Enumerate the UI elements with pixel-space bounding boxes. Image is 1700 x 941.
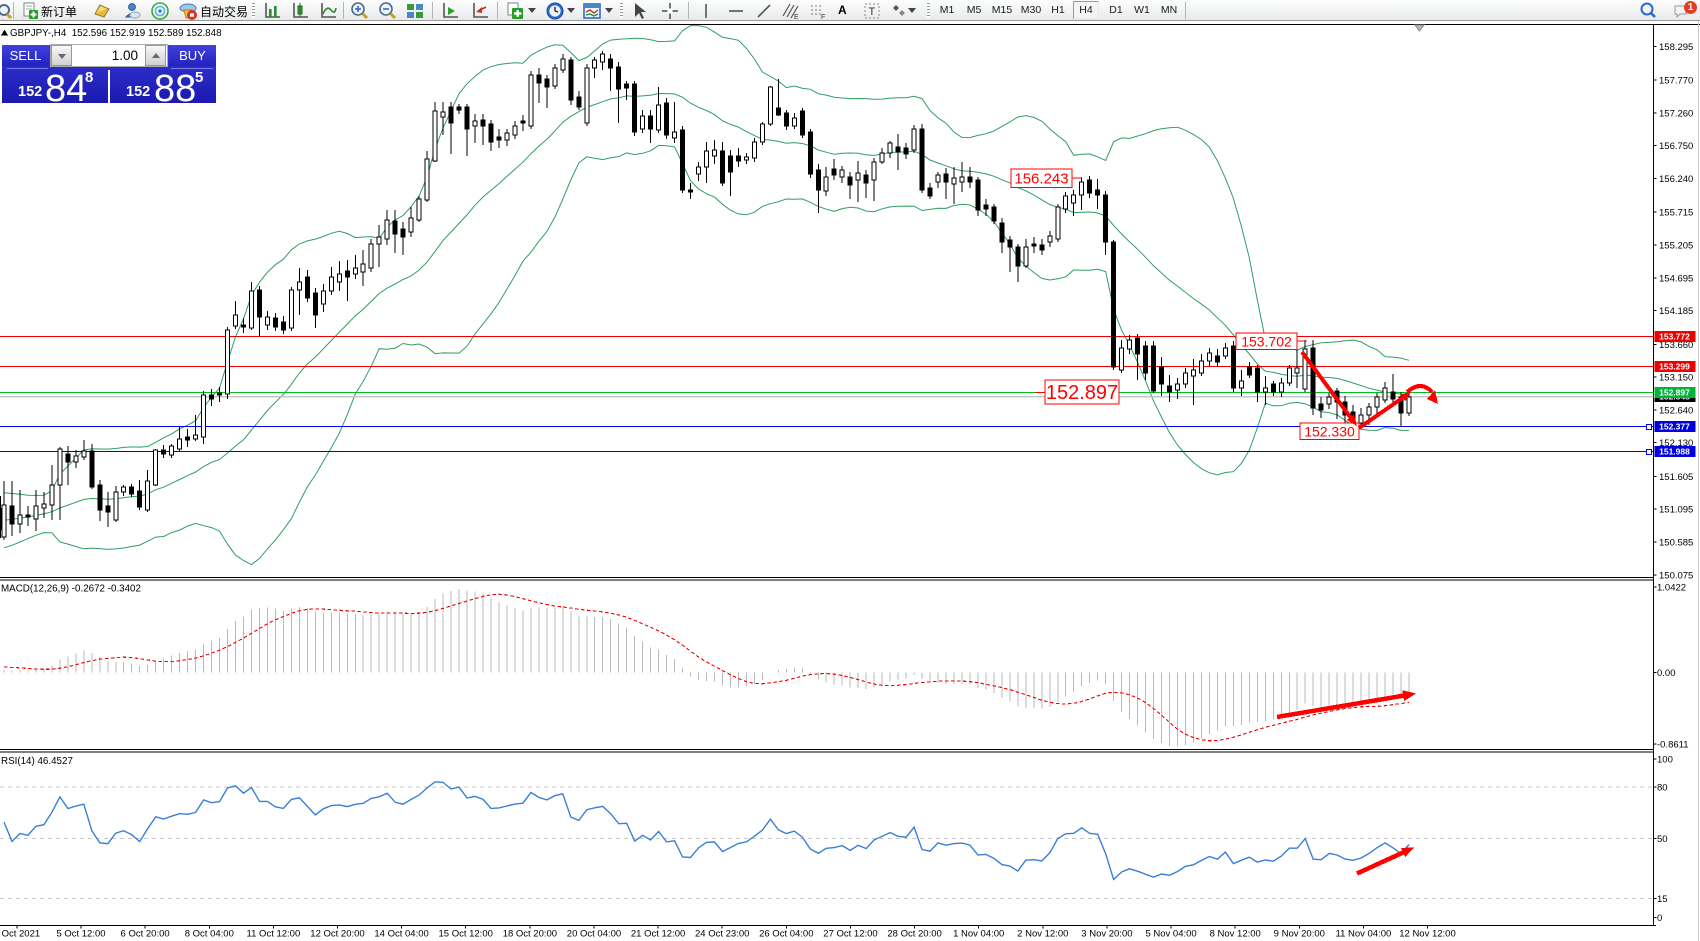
svg-text:9 Nov 20:00: 9 Nov 20:00 — [1274, 929, 1325, 940]
svg-text:2 Nov 12:00: 2 Nov 12:00 — [1017, 929, 1068, 940]
svg-text:154.695: 154.695 — [1659, 273, 1693, 284]
svg-text:153.150: 153.150 — [1659, 373, 1693, 384]
svg-text:152.897: 152.897 — [1046, 382, 1118, 404]
svg-text:150.585: 150.585 — [1659, 538, 1693, 549]
svg-text:1 Oct 2021: 1 Oct 2021 — [0, 929, 40, 940]
svg-text:50: 50 — [1657, 834, 1668, 845]
svg-text:F: F — [821, 14, 825, 21]
svg-text:6 Oct 20:00: 6 Oct 20:00 — [121, 929, 170, 940]
svg-text:T: T — [869, 6, 876, 18]
svg-text:3 Nov 20:00: 3 Nov 20:00 — [1081, 929, 1132, 940]
svg-text:156.240: 156.240 — [1659, 174, 1693, 185]
svg-text:15: 15 — [1657, 894, 1668, 905]
svg-text:158.295: 158.295 — [1659, 42, 1693, 53]
svg-text:153.772: 153.772 — [1659, 332, 1690, 342]
svg-text:156.750: 156.750 — [1659, 141, 1693, 152]
svg-text:MACD(12,26,9) -0.2672 -0.3402: MACD(12,26,9) -0.2672 -0.3402 — [1, 584, 141, 595]
svg-text:151.988: 151.988 — [1659, 447, 1690, 457]
svg-text:RSI(14) 46.4527: RSI(14) 46.4527 — [1, 756, 73, 767]
svg-text:153.299: 153.299 — [1659, 362, 1690, 372]
svg-text:15 Oct 12:00: 15 Oct 12:00 — [438, 929, 492, 940]
svg-text:152.330: 152.330 — [1304, 423, 1355, 439]
svg-text:1.0422: 1.0422 — [1657, 583, 1686, 594]
svg-text:152.377: 152.377 — [1659, 422, 1690, 432]
svg-text:11 Oct 12:00: 11 Oct 12:00 — [247, 929, 301, 940]
svg-text:0: 0 — [1657, 913, 1662, 924]
svg-text:8 Oct 04:00: 8 Oct 04:00 — [185, 929, 234, 940]
svg-text:5 Oct 12:00: 5 Oct 12:00 — [56, 929, 105, 940]
svg-text:14 Oct 04:00: 14 Oct 04:00 — [374, 929, 428, 940]
svg-text:18 Oct 20:00: 18 Oct 20:00 — [503, 929, 557, 940]
svg-text:80: 80 — [1657, 783, 1668, 794]
svg-text:154.185: 154.185 — [1659, 306, 1693, 317]
svg-text:GBPJPY-,H4 152.596 152.919 15: GBPJPY-,H4 152.596 152.919 152.589 152.8… — [10, 28, 222, 39]
svg-text:-0.8611: -0.8611 — [1657, 740, 1689, 751]
svg-text:153.702: 153.702 — [1241, 333, 1292, 349]
svg-text:5 Nov 04:00: 5 Nov 04:00 — [1145, 929, 1196, 940]
svg-text:157.260: 157.260 — [1659, 108, 1693, 119]
svg-text:26 Oct 04:00: 26 Oct 04:00 — [759, 929, 813, 940]
svg-text:11 Nov 04:00: 11 Nov 04:00 — [1335, 929, 1391, 940]
svg-text:0.00: 0.00 — [1657, 668, 1676, 679]
svg-text:156.243: 156.243 — [1014, 171, 1068, 188]
svg-text:157.770: 157.770 — [1659, 76, 1693, 87]
svg-text:20 Oct 04:00: 20 Oct 04:00 — [567, 929, 621, 940]
svg-text:E: E — [794, 14, 799, 21]
svg-text:155.715: 155.715 — [1659, 208, 1693, 219]
svg-text:100: 100 — [1657, 755, 1673, 766]
svg-text:12 Oct 20:00: 12 Oct 20:00 — [310, 929, 364, 940]
svg-text:150.075: 150.075 — [1659, 570, 1693, 581]
svg-text:12 Nov 12:00: 12 Nov 12:00 — [1399, 929, 1456, 940]
svg-text:1 Nov 04:00: 1 Nov 04:00 — [953, 929, 1004, 940]
svg-text:151.605: 151.605 — [1659, 472, 1693, 483]
svg-text:152.897: 152.897 — [1659, 388, 1690, 398]
svg-text:27 Oct 12:00: 27 Oct 12:00 — [823, 929, 877, 940]
svg-text:151.095: 151.095 — [1659, 505, 1693, 516]
svg-text:153.660: 153.660 — [1659, 340, 1693, 351]
svg-text:152.640: 152.640 — [1659, 405, 1693, 416]
svg-text:152.130: 152.130 — [1659, 438, 1693, 449]
svg-text:28 Oct 20:00: 28 Oct 20:00 — [887, 929, 941, 940]
svg-text:21 Oct 12:00: 21 Oct 12:00 — [631, 929, 685, 940]
svg-text:8 Nov 12:00: 8 Nov 12:00 — [1210, 929, 1261, 940]
svg-text:24 Oct 23:00: 24 Oct 23:00 — [695, 929, 749, 940]
svg-text:155.205: 155.205 — [1659, 241, 1693, 252]
